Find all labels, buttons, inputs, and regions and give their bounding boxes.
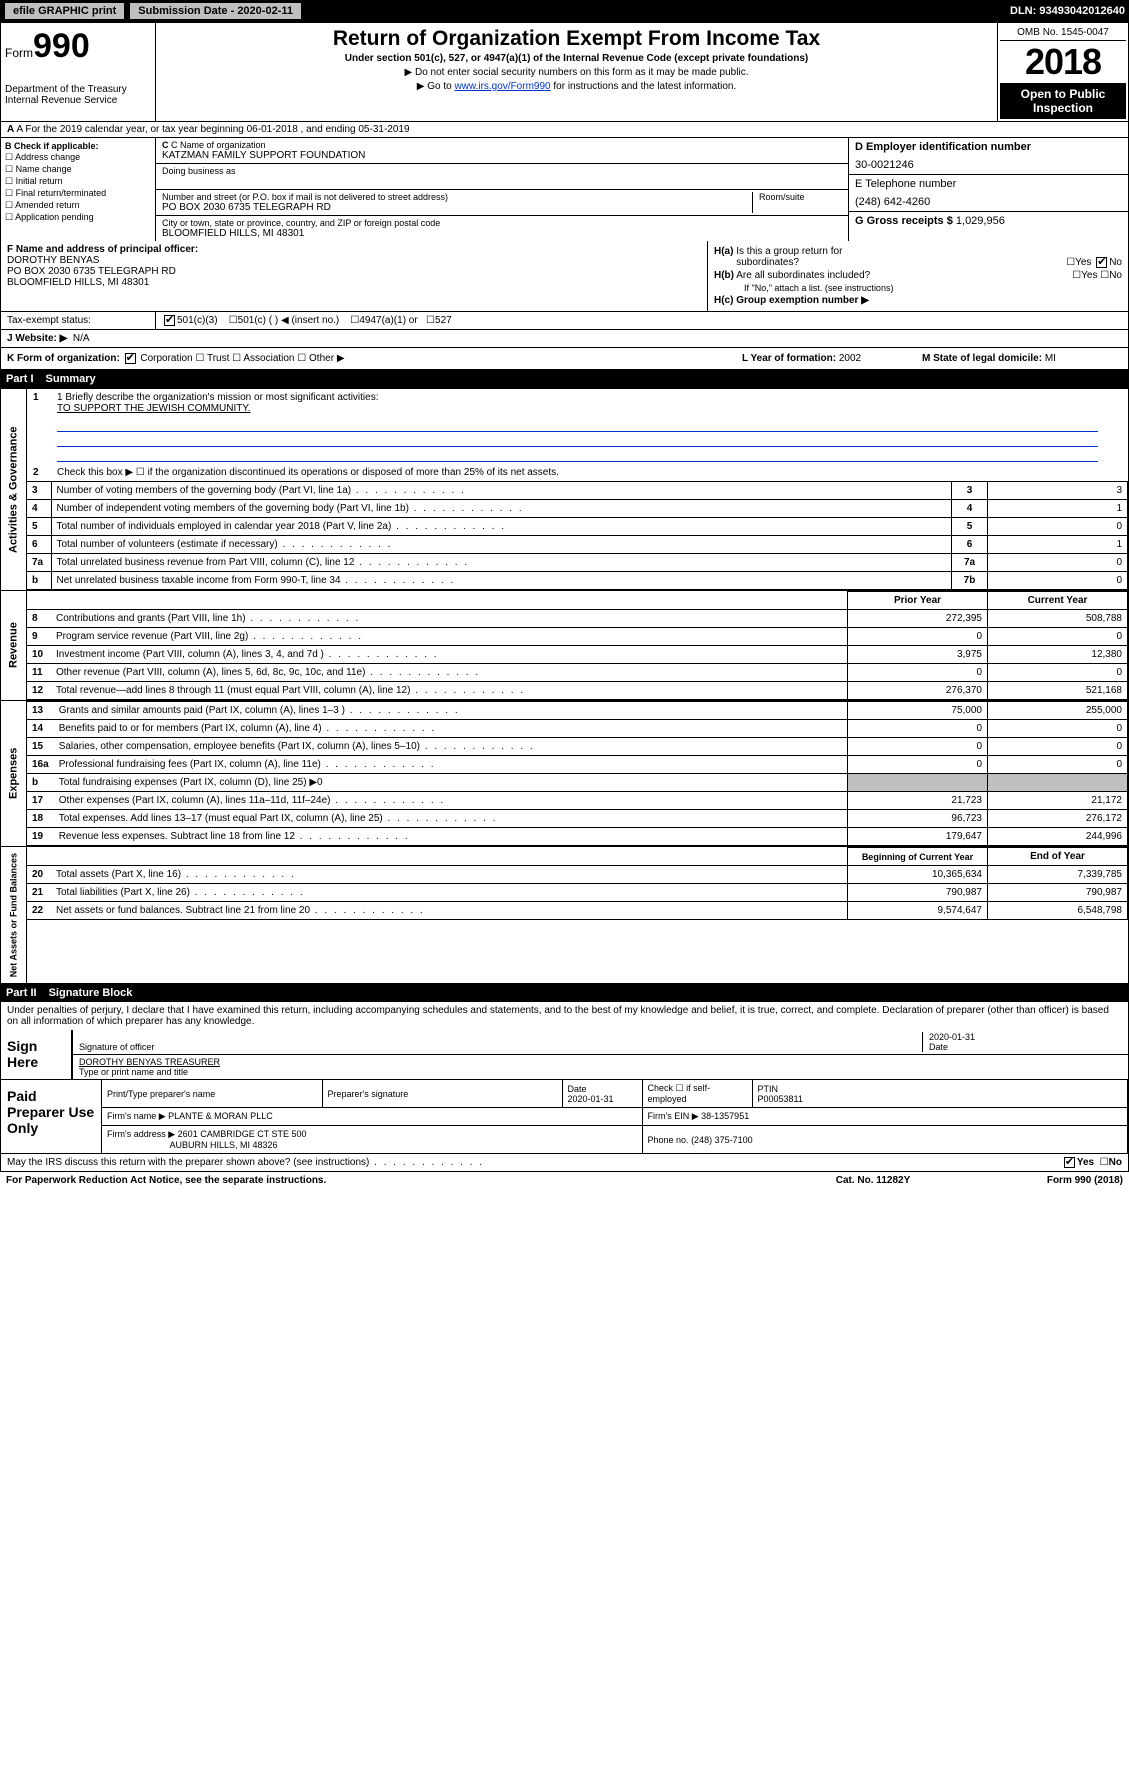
form-note2: ▶ Go to www.irs.gov/Form990 for instruct… xyxy=(164,81,989,92)
row-j: J Website: ▶ N/A xyxy=(0,330,1129,348)
top-bar: efile GRAPHIC print Submission Date - 20… xyxy=(0,0,1129,22)
governance-tab: Activities & Governance xyxy=(1,389,27,590)
part-ii-header: Part II Signature Block xyxy=(0,984,1129,1002)
summary-netassets: Net Assets or Fund Balances Beginning of… xyxy=(0,847,1129,984)
form-header: Form990 Department of the Treasury Inter… xyxy=(0,22,1129,122)
gross-receipts: 1,029,956 xyxy=(956,215,1005,227)
submission-date: Submission Date - 2020-02-11 xyxy=(129,2,302,20)
instructions-link[interactable]: www.irs.gov/Form990 xyxy=(454,81,550,92)
efile-btn[interactable]: efile GRAPHIC print xyxy=(4,2,125,20)
summary-governance: Activities & Governance 11 Briefly descr… xyxy=(0,388,1129,591)
row-k: K Form of organization: Corporation ☐ Tr… xyxy=(0,348,1129,370)
section-bc: B Check if applicable: ☐ Address change … xyxy=(0,138,1129,241)
summary-revenue: Revenue Prior YearCurrent Year 8Contribu… xyxy=(0,591,1129,701)
501c3-checkbox[interactable] xyxy=(164,315,175,326)
form-subtitle: Under section 501(c), 527, or 4947(a)(1)… xyxy=(164,53,989,64)
open-public-badge: Open to Public Inspection xyxy=(1000,83,1126,119)
dept-label: Department of the Treasury Internal Reve… xyxy=(5,84,151,106)
ein: 30-0021246 xyxy=(855,159,1122,171)
org-address: PO BOX 2030 6735 TELEGRAPH RD xyxy=(162,202,752,213)
form-title: Return of Organization Exempt From Incom… xyxy=(164,27,989,51)
dln: DLN: 93493042012640 xyxy=(1010,5,1125,17)
part-i-header: Part I Summary xyxy=(0,370,1129,388)
footer: For Paperwork Reduction Act Notice, see … xyxy=(0,1172,1129,1189)
form-number: Form990 xyxy=(5,27,151,66)
row-a: A A For the 2019 calendar year, or tax y… xyxy=(0,122,1129,138)
org-name: KATZMAN FAMILY SUPPORT FOUNDATION xyxy=(162,150,842,161)
box-c: C C Name of organization KATZMAN FAMILY … xyxy=(156,138,848,241)
netassets-tab: Net Assets or Fund Balances xyxy=(1,847,27,983)
box-d: D Employer identification number 30-0021… xyxy=(848,138,1128,241)
box-b: B Check if applicable: ☐ Address change … xyxy=(1,138,156,241)
discuss-row: May the IRS discuss this return with the… xyxy=(0,1154,1129,1172)
summary-expenses: Expenses 13Grants and similar amounts pa… xyxy=(0,701,1129,847)
box-h: H(a) Is this a group return for subordin… xyxy=(708,241,1128,311)
tax-year: 2018 xyxy=(1000,41,1126,83)
form-note1: ▶ Do not enter social security numbers o… xyxy=(164,67,989,78)
paid-preparer: Paid Preparer Use Only Print/Type prepar… xyxy=(0,1080,1129,1154)
row-fgh: F Name and address of principal officer:… xyxy=(0,241,1129,312)
tax-status-row: Tax-exempt status: 501(c)(3) ☐ 501(c) ( … xyxy=(0,312,1129,330)
expenses-tab: Expenses xyxy=(1,701,27,846)
revenue-tab: Revenue xyxy=(1,591,27,700)
org-city: BLOOMFIELD HILLS, MI 48301 xyxy=(162,228,842,239)
phone: (248) 642-4260 xyxy=(855,196,1122,208)
signature-block: Under penalties of perjury, I declare th… xyxy=(0,1002,1129,1080)
omb-number: OMB No. 1545-0047 xyxy=(1000,25,1126,41)
box-f: F Name and address of principal officer:… xyxy=(1,241,708,311)
